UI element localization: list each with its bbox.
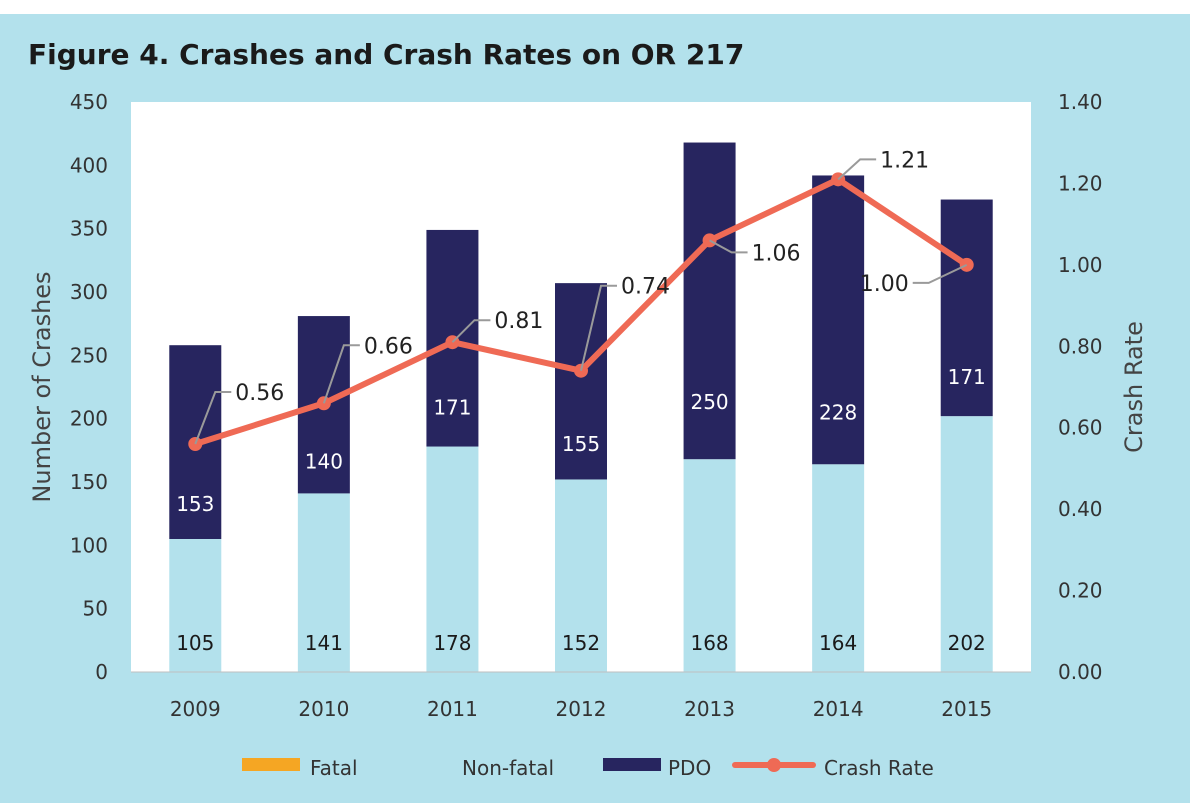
y2-tick-label: 0.20 [1058,579,1103,603]
pdo-data-label: 171 [433,396,471,420]
pdo-data-label: 250 [690,390,728,414]
y2-tick-label: 0.80 [1058,334,1103,358]
nonfatal-data-label: 202 [948,631,986,655]
rate-data-label: 1.06 [752,241,801,266]
legend-swatch-nonfatal [398,758,456,771]
rate-label-leader [194,391,232,445]
y-tick-label: 450 [70,90,108,114]
y2-tick-label: 1.40 [1058,90,1103,114]
rate-label-leader [837,158,877,181]
bar-pdo [940,199,993,417]
y-tick-label: 400 [70,153,108,177]
nonfatal-data-label: 105 [176,631,214,655]
rate-label-leader [912,263,968,284]
nonfatal-data-label: 152 [562,631,600,655]
nonfatal-data-label: 168 [690,631,728,655]
bar-nonfatal [555,479,607,672]
rate-label-leader [580,284,617,371]
x-tick-label: 2010 [298,697,349,721]
y2-tick-label: 0.40 [1058,497,1103,521]
pdo-data-label: 155 [562,432,600,456]
bar-pdo [812,175,865,465]
bar-nonfatal [812,464,865,672]
legend-label-pdo: PDO [668,756,711,780]
bar-pdo [683,142,736,460]
x-tick-label: 2012 [556,697,607,721]
legend-swatch-pdo [603,758,661,771]
rate-data-label: 0.74 [621,275,670,300]
nonfatal-data-label: 164 [819,631,857,655]
rate-data-label: 1.00 [860,272,909,297]
y-tick-label: 100 [70,533,108,557]
y-tick-label: 150 [70,470,108,494]
bar-nonfatal [940,416,993,672]
x-tick-label: 2013 [684,697,735,721]
bar-pdo [555,283,607,480]
y-tick-label: 0 [95,660,108,684]
rate-label-leader [709,239,748,254]
y-tick-label: 300 [70,280,108,304]
y2-axis-title: Crash Rate [1120,321,1148,453]
y-tick-label: 200 [70,407,108,431]
y-tick-label: 250 [70,343,108,367]
y-axis-title: Number of Crashes [28,271,56,502]
legend-swatch-fatal [242,758,300,771]
rate-label-leader [322,344,360,404]
rate-label-leader [451,319,491,343]
bar-nonfatal [297,493,350,672]
y2-tick-label: 0.60 [1058,416,1103,440]
x-tick-label: 2011 [427,697,478,721]
pdo-data-label: 228 [819,400,857,424]
legend-label-fatal: Fatal [310,756,358,780]
nonfatal-data-label: 178 [433,631,471,655]
pdo-data-label: 140 [305,449,343,473]
y2-tick-label: 1.00 [1058,253,1103,277]
y2-tick-label: 0.00 [1058,660,1103,684]
bar-nonfatal [169,539,222,672]
x-tick-label: 2014 [813,697,864,721]
chart-title: Figure 4. Crashes and Crash Rates on OR … [28,38,745,71]
x-tick-label: 2009 [170,697,221,721]
rate-data-label: 0.56 [235,381,284,406]
y-tick-label: 350 [70,217,108,241]
rate-data-label: 0.66 [364,334,413,359]
pdo-data-label: 171 [948,365,986,389]
rate-data-label: 1.21 [880,148,929,173]
x-tick-label: 2015 [941,697,992,721]
legend-label-crash-rate: Crash Rate [824,756,934,780]
pdo-data-label: 153 [176,492,214,516]
bar-nonfatal [683,459,736,672]
legend-label-nonfatal: Non-fatal [462,756,554,780]
bar-nonfatal [426,446,479,672]
y-tick-label: 50 [83,597,108,621]
y2-tick-label: 1.20 [1058,171,1103,195]
rate-data-label: 0.81 [494,309,543,334]
nonfatal-data-label: 141 [305,631,343,655]
legend-marker-crash-rate [767,758,781,772]
